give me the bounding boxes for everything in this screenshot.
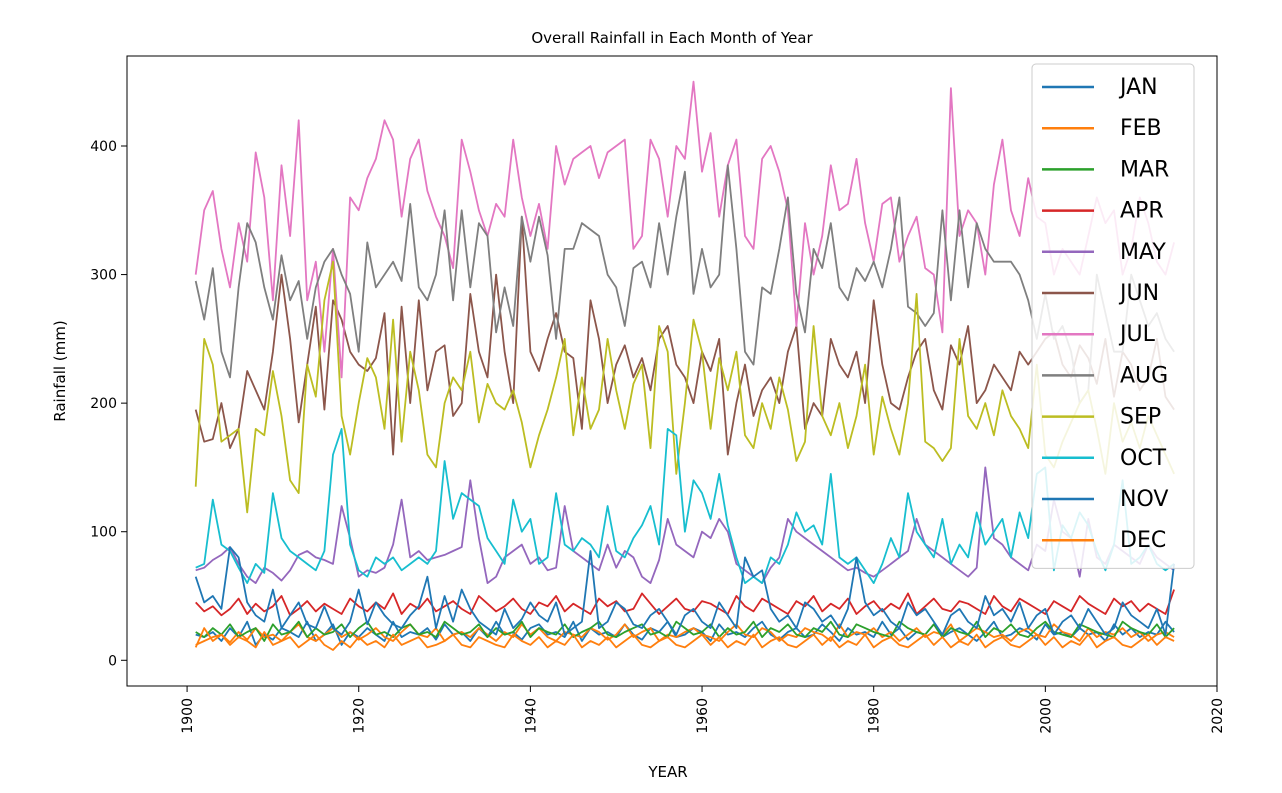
series-line-jun xyxy=(194,215,1175,456)
legend-label-jul: JUL xyxy=(1118,322,1156,347)
x-tick-label: 1980 xyxy=(867,698,883,734)
x-tick-label: 2000 xyxy=(1038,698,1054,734)
x-tick-label: 1960 xyxy=(695,698,711,734)
y-tick-label: 100 xyxy=(90,525,117,541)
series-line-feb xyxy=(195,623,1175,646)
legend-label-nov: NOV xyxy=(1120,487,1168,512)
x-axis: 1900 1920 1940 1960 1980 2000 2020 xyxy=(180,686,1226,734)
y-tick-label: 400 xyxy=(90,139,117,155)
y-tick-label: 0 xyxy=(108,653,117,669)
series-line-mar xyxy=(195,620,1175,642)
legend-label-sep: SEP xyxy=(1120,405,1161,430)
legend-box xyxy=(1031,63,1195,569)
y-tick-label: 200 xyxy=(90,396,117,412)
series-line-dec xyxy=(194,627,1175,651)
legend-label-jun: JUN xyxy=(1118,281,1159,306)
legend-label-jan: JAN xyxy=(1118,75,1158,100)
legend-label-aug: AUG xyxy=(1120,363,1168,388)
x-tick-label: 1920 xyxy=(352,698,368,734)
plot-frame xyxy=(126,55,1218,687)
legend-label-oct: OCT xyxy=(1120,446,1167,471)
legend-label-mar: MAR xyxy=(1120,157,1169,182)
y-axis: 0 100 200 300 400 xyxy=(90,139,127,669)
x-tick-label: 1900 xyxy=(180,698,196,734)
series-line-jul xyxy=(194,80,1175,379)
series-line-nov xyxy=(194,546,1175,636)
x-tick-label: 2020 xyxy=(1210,698,1226,734)
legend-label-dec: DEC xyxy=(1120,528,1166,553)
chart-title: Overall Rainfall in Each Month of Year xyxy=(531,29,813,47)
series-line-sep xyxy=(194,260,1175,514)
x-axis-title: YEAR xyxy=(647,763,687,781)
series-line-oct xyxy=(195,427,1175,584)
series-line-apr xyxy=(195,589,1175,617)
series-line-aug xyxy=(194,164,1175,405)
legend-label-may: MAY xyxy=(1120,240,1166,265)
legend: JAN FEB MAR APR MAY JUN JUL AUG SEP OCT NOV DEC xyxy=(1031,63,1195,569)
legend-label-apr: APR xyxy=(1120,199,1164,224)
y-axis-title: Rainfall (mm) xyxy=(51,320,69,421)
plot-area xyxy=(194,80,1175,651)
legend-label-feb: FEB xyxy=(1120,116,1162,141)
x-tick-label: 1940 xyxy=(523,698,539,734)
y-tick-label: 300 xyxy=(90,268,117,284)
